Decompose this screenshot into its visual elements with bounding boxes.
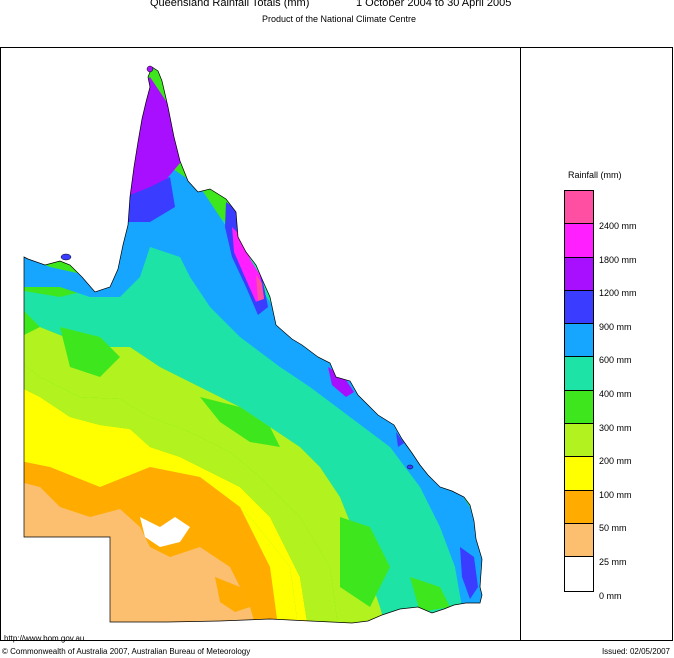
legend-label: 900 mm xyxy=(599,321,632,332)
legend-swatch xyxy=(565,390,593,425)
footer-copyright: © Commonwealth of Australia 2007, Austra… xyxy=(2,647,251,656)
legend-label: 1200 mm xyxy=(599,288,637,299)
date-range: 1 October 2004 to 30 April 2005 xyxy=(356,0,512,9)
legend-swatch xyxy=(565,324,593,358)
legend-swatch xyxy=(565,523,593,558)
legend-label: 300 mm xyxy=(599,422,632,433)
map-subtitle: Product of the National Climate Centre xyxy=(261,14,417,24)
legend-label: 1800 mm xyxy=(599,254,637,265)
legend-swatch xyxy=(565,224,593,258)
footer-issued-date: Issued: 02/05/2007 xyxy=(601,647,670,656)
legend-swatch xyxy=(565,557,593,591)
legend-label: 100 mm xyxy=(599,489,632,500)
legend-swatch xyxy=(565,490,593,524)
footer-url[interactable]: http://www.bom.gov.au xyxy=(4,634,85,643)
legend-label: 2400 mm xyxy=(599,221,637,231)
legend-label: 600 mm xyxy=(599,355,632,366)
legend-colorbar xyxy=(564,190,594,592)
rainfall-map xyxy=(23,65,483,624)
legend-swatch xyxy=(565,424,593,458)
legend-swatch xyxy=(565,290,593,325)
legend-label: 50 mm xyxy=(599,523,627,534)
legend-label: 0 mm xyxy=(599,590,622,601)
legend-label: 200 mm xyxy=(599,456,632,467)
legend-swatch xyxy=(565,191,593,225)
legend-title: Rainfall (mm) xyxy=(568,170,622,180)
legend-divider xyxy=(520,47,521,641)
map-frame xyxy=(0,47,673,641)
legend-swatch xyxy=(565,357,593,391)
legend-swatch xyxy=(565,257,593,291)
legend-label: 400 mm xyxy=(599,389,632,399)
legend-swatch xyxy=(565,457,593,491)
legend-label: 25 mm xyxy=(599,557,627,567)
map-title: Queensland Rainfall Totals (mm) xyxy=(150,0,310,9)
